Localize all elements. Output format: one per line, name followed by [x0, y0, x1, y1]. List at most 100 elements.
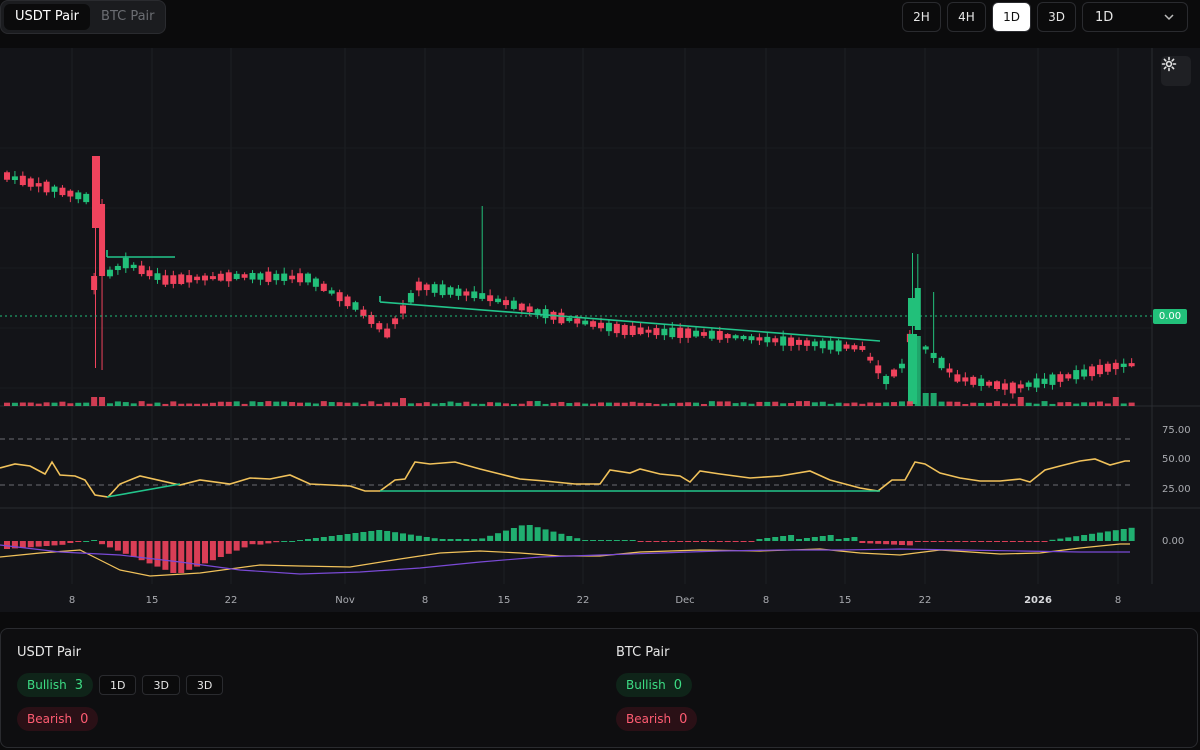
timeframe-4h-button[interactable]: 4H	[947, 2, 986, 32]
volume-bar	[463, 401, 470, 406]
volume-bar	[1041, 401, 1048, 406]
candle-body	[510, 300, 517, 309]
volume-bar	[1128, 402, 1135, 406]
macd-histogram-bar	[645, 541, 652, 542]
macd-histogram-bar	[803, 538, 810, 541]
candle-body	[360, 309, 367, 316]
macd-histogram-bar	[1057, 538, 1064, 541]
candle-body	[590, 321, 597, 327]
volume-bar	[423, 402, 430, 406]
macd-histogram-bar	[613, 540, 620, 541]
btc-summary: BTC Pair Bullish 0 Bearish 0	[616, 645, 698, 741]
candle-body	[1081, 369, 1088, 377]
timeframe-3d-button[interactable]: 3D	[1037, 2, 1076, 32]
candle-body	[423, 284, 430, 291]
macd-histogram-bar	[257, 541, 264, 545]
candle-body	[796, 339, 802, 345]
macd-histogram-bar	[479, 538, 486, 541]
volume-bar	[138, 401, 145, 406]
macd-histogram-bar	[75, 541, 82, 542]
volume-bar	[1096, 401, 1103, 406]
btc-summary-title: BTC Pair	[616, 645, 670, 660]
volume-bar	[1120, 403, 1127, 406]
btc-pair-tab[interactable]: BTC Pair	[101, 9, 155, 24]
candle-body	[304, 273, 311, 283]
candle-body	[415, 281, 422, 291]
macd-histogram-bar	[811, 537, 818, 541]
usdt-bullish-tf-3d-2[interactable]: 3D	[185, 675, 224, 695]
candle-body	[1096, 364, 1103, 375]
volume-bar	[708, 401, 715, 406]
volume-bar	[978, 402, 985, 406]
candle-body	[938, 357, 945, 369]
macd-signal-line	[0, 544, 1130, 575]
volume-bar	[613, 402, 620, 406]
timeframe-1d-button[interactable]: 1D	[992, 2, 1031, 32]
candle-body	[566, 317, 573, 322]
macd-histogram-bar	[4, 541, 10, 549]
volume-bar	[914, 336, 921, 406]
macd-histogram-bar	[392, 532, 399, 541]
candle-body	[19, 175, 26, 186]
candle-body	[83, 193, 90, 203]
volume-bar	[566, 403, 573, 406]
btc-bullish-badge: Bullish 0	[616, 673, 692, 697]
volume-bar	[835, 402, 842, 406]
candle-body	[970, 376, 977, 385]
macd-histogram-bar	[455, 539, 462, 541]
macd-histogram-bar	[1096, 532, 1103, 541]
candle-body	[598, 322, 604, 329]
macd-histogram-bar	[384, 531, 391, 541]
macd-histogram-bar	[320, 537, 327, 541]
volume-bar	[1089, 402, 1096, 406]
timeframe-select[interactable]: 1D	[1082, 2, 1188, 32]
candle-body	[898, 363, 905, 369]
chart-settings-button[interactable]	[1161, 56, 1191, 86]
candle-body	[1065, 374, 1072, 379]
volume-bar	[392, 402, 399, 406]
macd-histogram-bar	[582, 540, 589, 541]
volume-bar	[811, 402, 818, 406]
volume-bar	[209, 402, 216, 406]
rsi-tick-label: 75.00	[1162, 425, 1191, 436]
candle-body	[138, 265, 145, 275]
volume-bar	[289, 402, 296, 406]
usdt-bullish-tf-3d[interactable]: 3D	[142, 675, 180, 695]
chart-area[interactable]: 75.00 50.00 25.00 0.00 8 15 22 Nov 8 15 22 Dec 8 15 22…	[0, 48, 1200, 612]
macd-histogram-bar	[35, 541, 42, 547]
candle-body	[732, 335, 739, 339]
macd-histogram-bar	[819, 536, 826, 541]
candle-body	[384, 328, 391, 338]
macd-histogram-bar	[653, 541, 660, 542]
current-price-badge: 0.00	[1153, 309, 1187, 324]
candle-body	[225, 272, 232, 282]
usdt-bullish-tf-1d[interactable]: 1D	[98, 675, 137, 695]
timeframe-2h-button[interactable]: 2H	[902, 2, 941, 32]
macd-histogram-bar	[796, 539, 802, 541]
candle-body	[51, 186, 58, 192]
macd-histogram-bar	[1049, 539, 1056, 541]
volume-bar	[1001, 403, 1008, 406]
volume-bar	[83, 402, 90, 406]
usdt-bullish-count: 3	[74, 677, 83, 693]
macd-histogram-bar	[954, 541, 961, 542]
volume-bar	[43, 402, 50, 406]
volume-bar	[851, 402, 858, 406]
candle-body	[883, 375, 890, 385]
volume-bar	[906, 401, 913, 406]
candle-body	[27, 178, 34, 187]
macd-histogram-bar	[487, 535, 494, 541]
candle-body	[724, 334, 731, 339]
candle-body	[819, 340, 826, 349]
macd-histogram-bar	[11, 541, 18, 549]
macd-histogram-bar	[1120, 529, 1127, 541]
macd-histogram-bar	[922, 541, 929, 542]
usdt-pair-tab[interactable]: USDT Pair	[4, 4, 91, 30]
usdt-summary-title: USDT Pair	[17, 645, 82, 660]
candle-body	[502, 300, 509, 306]
volume-bar	[178, 403, 185, 406]
candle-body	[962, 377, 969, 382]
volume-bar	[130, 403, 137, 406]
candle-body	[772, 338, 779, 343]
volume-bar	[700, 403, 707, 406]
